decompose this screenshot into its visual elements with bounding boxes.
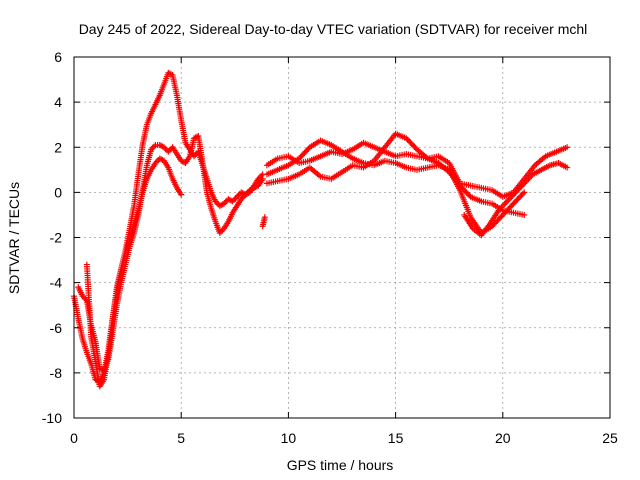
- x-tick-label: 20: [495, 430, 511, 446]
- series-track-6: [263, 130, 571, 200]
- series-track-3: [83, 155, 185, 390]
- x-axis-label: GPS time / hours: [287, 457, 394, 473]
- tick-labels: 0 5 10 15 20 25 -10 -8 -6 -4 -2 0 2 4 6: [42, 49, 618, 446]
- data-point: [178, 191, 185, 198]
- x-tick-label: 25: [602, 430, 618, 446]
- y-tick-label: -2: [50, 230, 63, 246]
- y-tick-label: -6: [50, 320, 63, 336]
- grid: [74, 57, 610, 418]
- x-tick-label: 10: [281, 430, 297, 446]
- y-tick-label: -4: [50, 275, 63, 291]
- series-track-7: [461, 160, 571, 239]
- x-tick-label: 15: [388, 430, 404, 446]
- plot-frame: [73, 56, 611, 419]
- data-points: [71, 69, 571, 390]
- y-tick-label: 6: [54, 49, 62, 65]
- data-point: [564, 144, 571, 151]
- y-tick-label: 0: [54, 184, 62, 200]
- y-tick-label: 4: [54, 94, 62, 110]
- y-tick-label: -8: [50, 365, 63, 381]
- x-tick-label: 0: [70, 430, 78, 446]
- data-point: [521, 189, 528, 196]
- chart-title: Day 245 of 2022, Sidereal Day-to-day VTE…: [79, 21, 588, 37]
- data-point: [261, 214, 268, 221]
- x-tick-label: 5: [177, 430, 185, 446]
- y-tick-label: 2: [54, 139, 62, 155]
- series-track-5: [263, 137, 528, 236]
- series-track-8: [259, 214, 268, 230]
- data-point: [521, 211, 528, 218]
- y-tick-label: -10: [42, 410, 62, 426]
- data-point: [564, 164, 571, 171]
- y-axis-label: SDTVAR / TECUs: [6, 182, 22, 294]
